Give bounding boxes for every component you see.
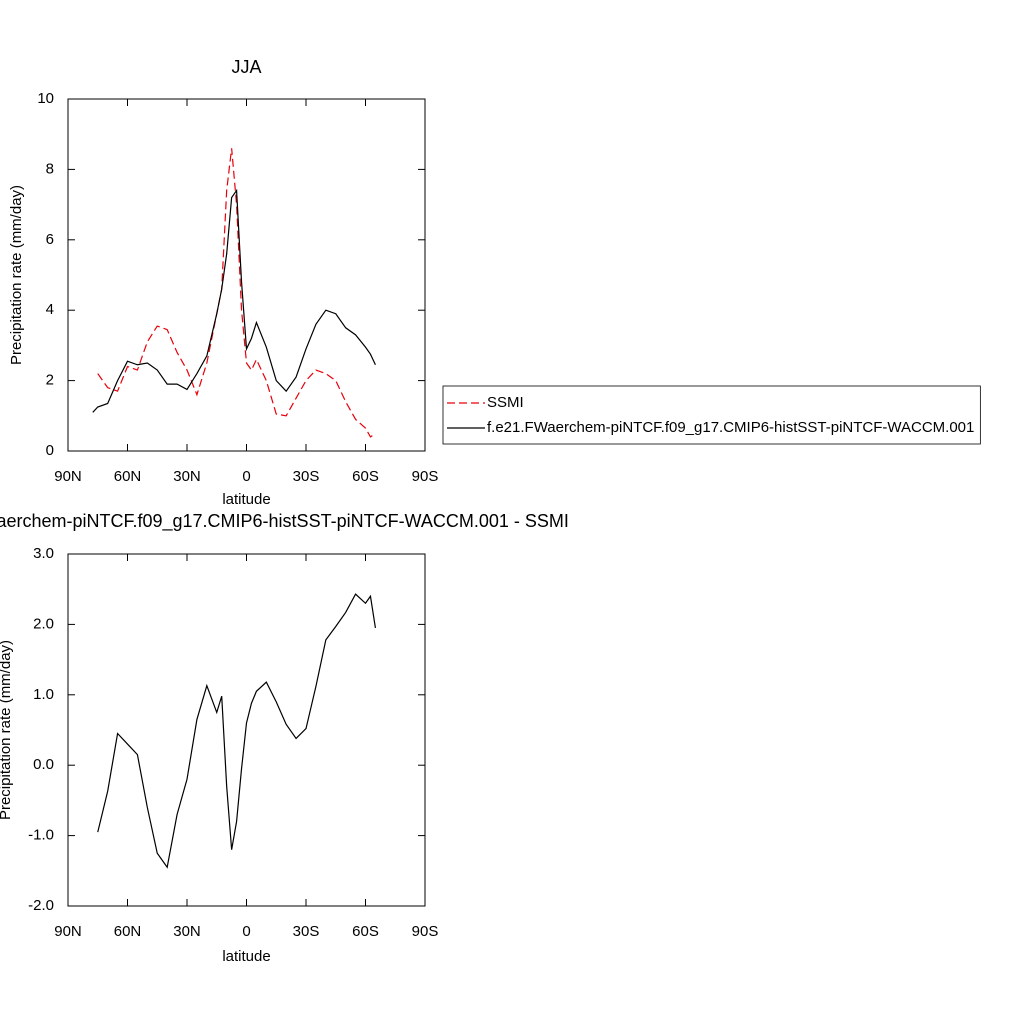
x-tick-label: 30S xyxy=(293,923,320,940)
x-tick-label: 30S xyxy=(293,468,320,485)
x-tick-label: 90S xyxy=(412,468,439,485)
y-tick-label: 1.0 xyxy=(33,686,54,703)
x-tick-label: 90N xyxy=(54,923,82,940)
y-tick-label: 2 xyxy=(46,372,54,389)
plot-frame xyxy=(67,553,426,907)
x-tick-label: 60N xyxy=(114,468,142,485)
x-axis-label: latitude xyxy=(222,948,270,965)
x-tick-label: 0 xyxy=(242,468,250,485)
x-tick-label: 30N xyxy=(173,923,201,940)
y-tick-label: 0 xyxy=(46,442,54,459)
y-tick-label: 3.0 xyxy=(33,545,54,562)
y-tick-label: 8 xyxy=(46,160,54,177)
data-line xyxy=(92,188,376,413)
x-axis-label: latitude xyxy=(222,491,270,508)
x-tick-label: 60S xyxy=(352,923,379,940)
y-axis-label: Precipitation rate (mm/day) xyxy=(8,185,25,365)
data-line xyxy=(97,593,377,869)
legend: SSMI f.e21.FWaerchem-piNTCF.f09_g17.CMIP6… xyxy=(442,385,981,445)
legend-box xyxy=(442,385,981,445)
x-tick-label: 60S xyxy=(352,468,379,485)
plot-frame xyxy=(67,98,426,452)
y-tick-label: 2.0 xyxy=(33,615,54,632)
legend-label: SSMI xyxy=(487,394,524,411)
y-tick-label: 0.0 xyxy=(33,756,54,773)
y-axis-label: Precipitation rate (mm/day) xyxy=(0,640,14,820)
x-tick-label: 90N xyxy=(54,468,82,485)
y-tick-label: 4 xyxy=(46,301,54,318)
data-line xyxy=(97,148,376,438)
legend-label: f.e21.FWaerchem-piNTCF.f09_g17.CMIP6-his… xyxy=(487,419,974,436)
x-tick-label: 30N xyxy=(173,468,201,485)
x-tick-label: 0 xyxy=(242,923,250,940)
x-tick-label: 60N xyxy=(114,923,142,940)
y-tick-label: -1.0 xyxy=(28,827,54,844)
y-tick-label: 6 xyxy=(46,231,54,248)
x-tick-label: 90S xyxy=(412,923,439,940)
y-tick-label: -2.0 xyxy=(28,897,54,914)
y-tick-label: 10 xyxy=(37,90,54,107)
chart-title: JJA xyxy=(231,57,261,77)
chart-title: f.e21.FWaerchem-piNTCF.f09_g17.CMIP6-his… xyxy=(0,511,569,532)
